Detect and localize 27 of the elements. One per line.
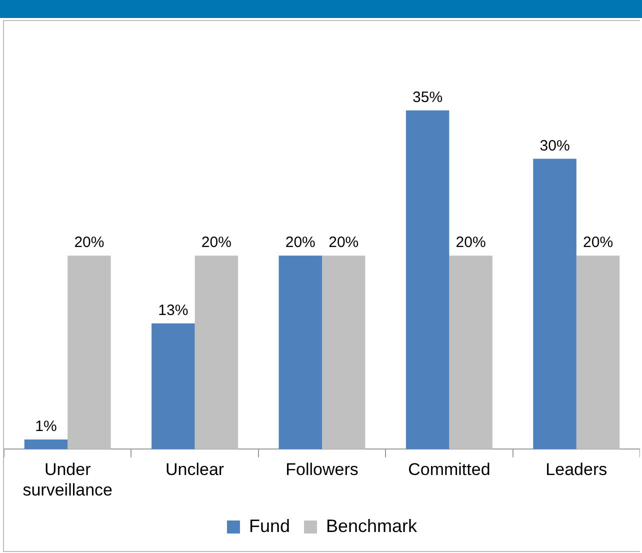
data-label: 20% [456, 234, 486, 252]
bar [278, 256, 322, 450]
x-tick-label: Leaders [546, 460, 608, 480]
bar [449, 256, 492, 450]
bar [24, 440, 68, 450]
data-label: 20% [328, 234, 359, 252]
data-label: 35% [412, 89, 443, 106]
bar [322, 256, 366, 450]
x-tick-label: Under surveillance [22, 460, 112, 500]
bar [576, 256, 620, 450]
data-label: 20% [201, 234, 232, 252]
data-label: 13% [158, 302, 188, 319]
bar [406, 110, 450, 450]
x-tick-label: Unclear [166, 460, 224, 480]
bar [533, 158, 576, 450]
bar [194, 256, 238, 450]
bar [68, 256, 111, 450]
bar [152, 323, 195, 450]
legend-label: Benchmark [326, 516, 418, 536]
data-label: 20% [583, 234, 614, 252]
data-label: 20% [285, 234, 316, 252]
x-tick-label: Followers [286, 460, 358, 480]
legend-label: Fund [248, 516, 290, 536]
data-label: 20% [74, 234, 104, 252]
x-tick-label: Committed [408, 460, 490, 480]
data-label: 30% [540, 137, 570, 154]
data-label: 1% [35, 418, 57, 436]
